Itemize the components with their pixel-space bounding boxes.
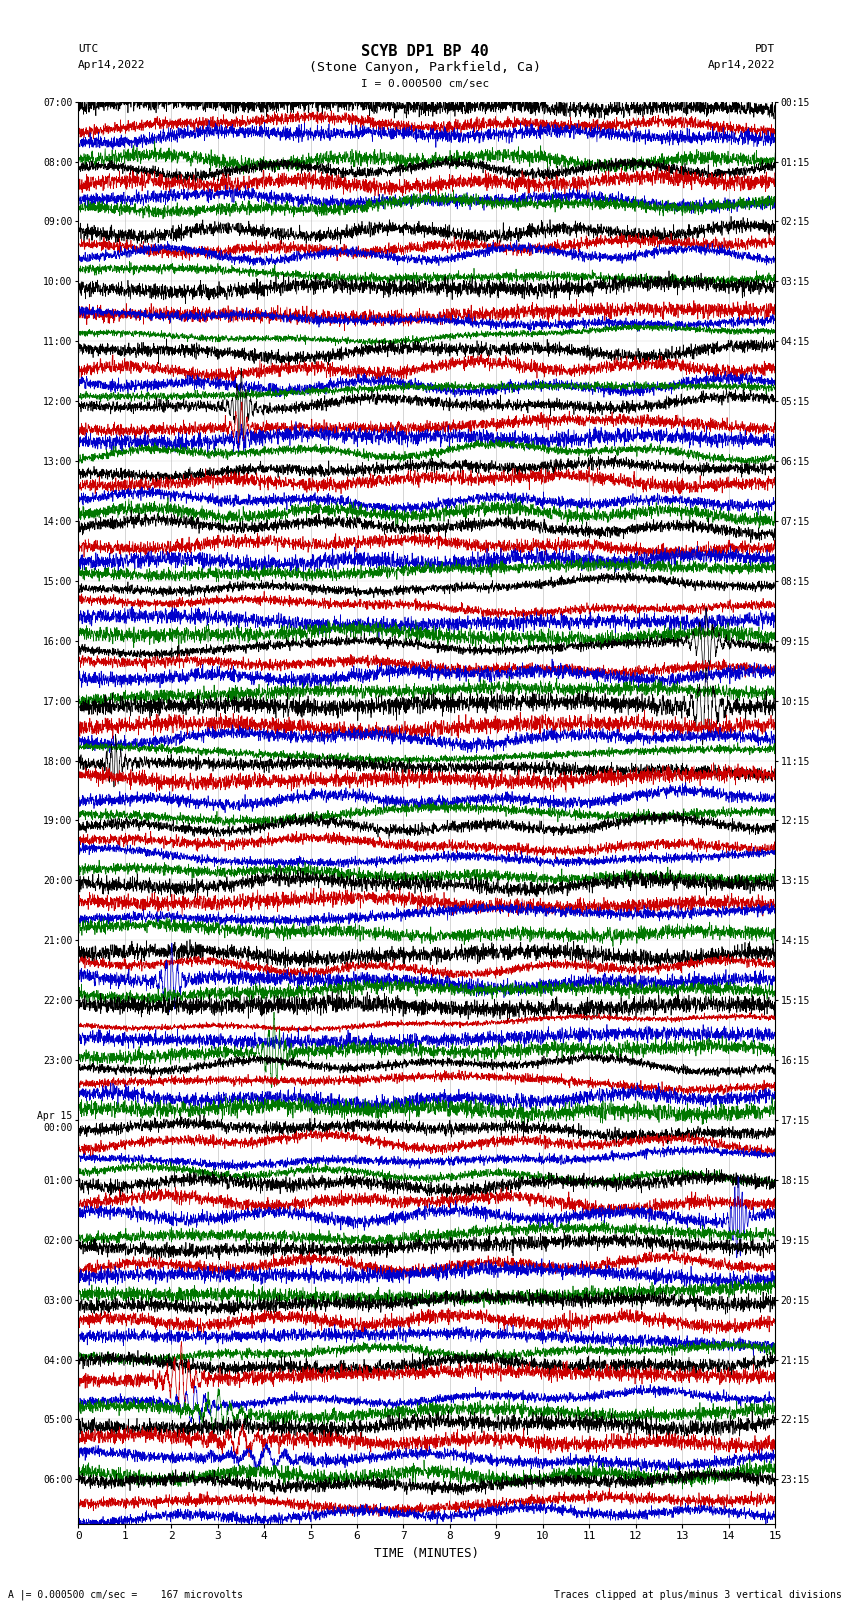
Text: (Stone Canyon, Parkfield, Ca): (Stone Canyon, Parkfield, Ca) [309, 61, 541, 74]
X-axis label: TIME (MINUTES): TIME (MINUTES) [374, 1547, 479, 1560]
Text: Apr14,2022: Apr14,2022 [78, 60, 145, 69]
Text: PDT: PDT [755, 44, 775, 53]
Text: I = 0.000500 cm/sec: I = 0.000500 cm/sec [361, 79, 489, 89]
Text: Apr14,2022: Apr14,2022 [708, 60, 775, 69]
Text: Traces clipped at plus/minus 3 vertical divisions: Traces clipped at plus/minus 3 vertical … [553, 1590, 842, 1600]
Text: UTC: UTC [78, 44, 99, 53]
Text: SCYB DP1 BP 40: SCYB DP1 BP 40 [361, 44, 489, 58]
Text: A |= 0.000500 cm/sec =    167 microvolts: A |= 0.000500 cm/sec = 167 microvolts [8, 1589, 243, 1600]
